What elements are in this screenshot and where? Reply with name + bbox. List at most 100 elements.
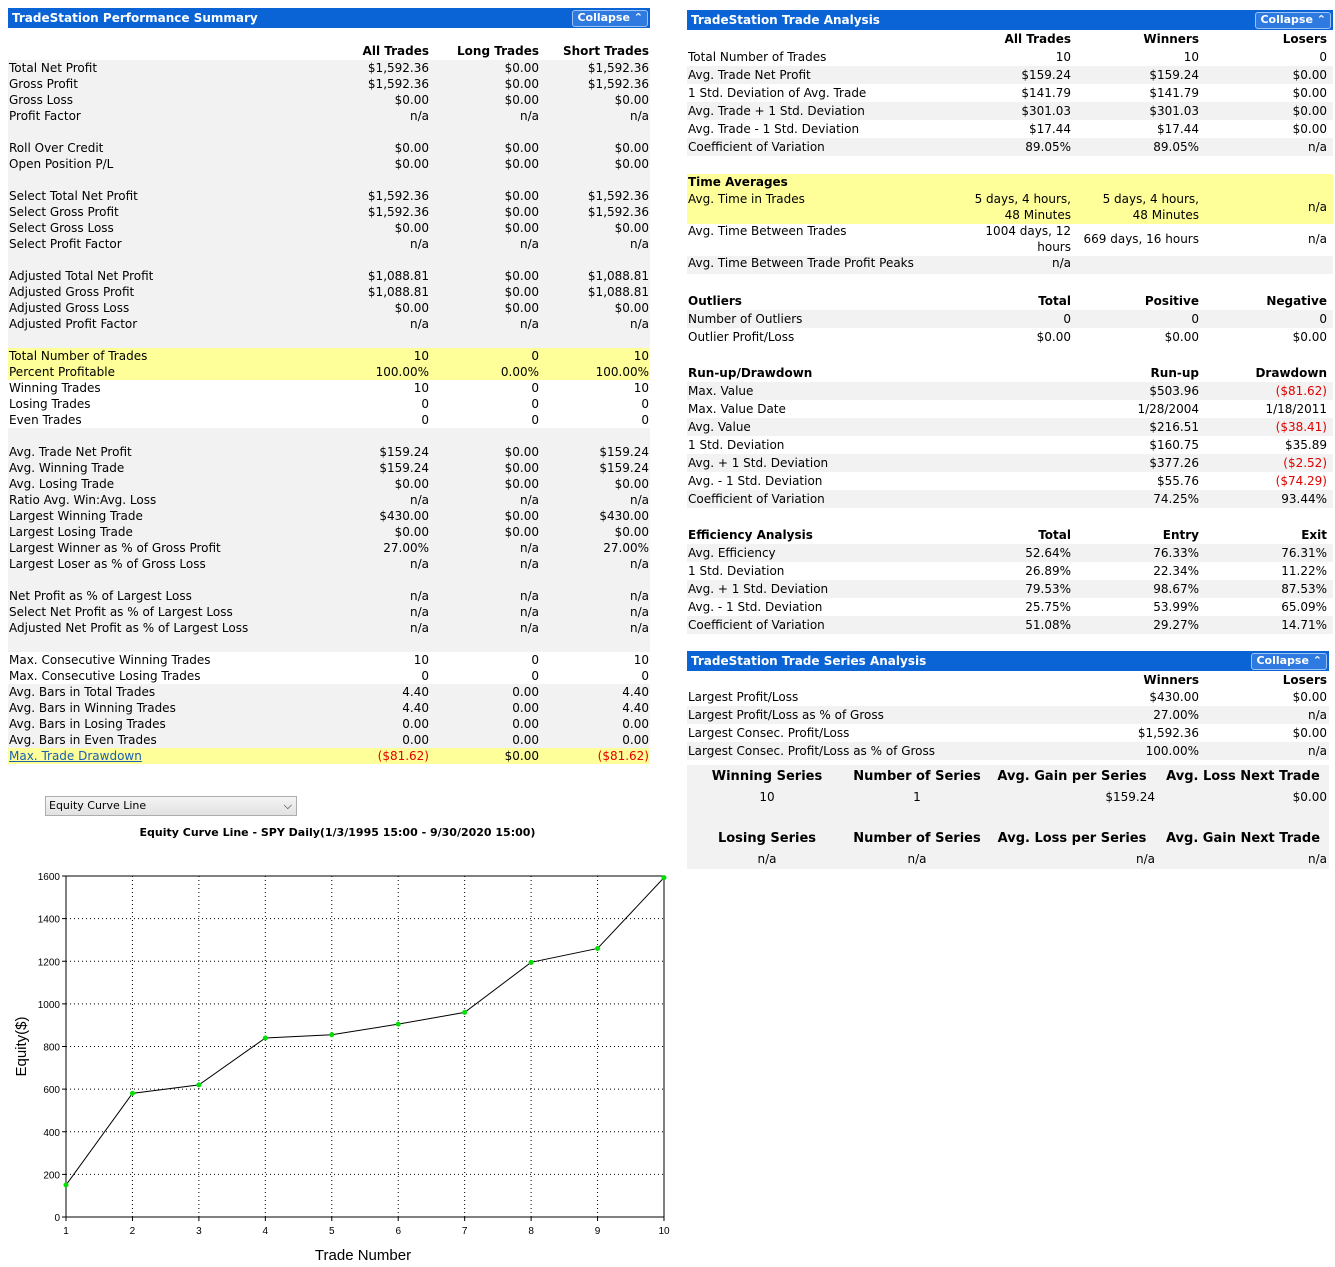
row-value: $141.79	[1021, 86, 1071, 100]
summary-row: Largest Loser as % of Gross Loss n/a n/a n/…	[8, 556, 650, 572]
row-value: ($2.52)	[1283, 456, 1327, 470]
efficiency-heading: Efficiency Analysis	[688, 528, 813, 542]
runup-row: Max. Value Date 1/28/2004 1/18/2011	[687, 400, 1333, 418]
row-label: Largest Consec. Profit/Loss as % of Gros…	[688, 744, 936, 758]
equity-point	[262, 1035, 268, 1041]
trade-analysis-row: Coefficient of Variation 89.05% 89.05% n/a	[687, 138, 1333, 156]
row-value: n/a	[519, 541, 539, 555]
efficiency-row: Avg. + 1 Std. Deviation 79.53% 98.67% 87.53…	[687, 580, 1333, 598]
trade-analysis-row: Avg. Trade - 1 Std. Deviation $17.44 $17.4…	[687, 120, 1333, 138]
column-header-long-trades: Long Trades	[457, 44, 539, 58]
time-between-trades-row: Avg. Time Between Trades 1004 days, 12 hou…	[687, 224, 1333, 256]
row-label: Avg. Trade Net Profit	[688, 68, 811, 82]
chart-type-select[interactable]: Equity Curve Line ⌵	[45, 796, 297, 816]
equity-line	[65, 877, 665, 1186]
row-value: 4.40	[402, 685, 429, 699]
row-spacer	[8, 572, 650, 588]
row-value: 10	[413, 653, 429, 667]
row-value: 4.40	[622, 685, 649, 699]
collapse-button[interactable]: Collapse ⌃	[572, 10, 648, 27]
row-value: 0	[421, 397, 429, 411]
row-value: 98.67%	[1153, 582, 1199, 596]
row-value: $0.00	[394, 477, 429, 491]
row-value: $0.00	[394, 221, 429, 235]
summary-row: Profit Factor n/a n/a n/a	[8, 108, 650, 124]
column-header-all-trades: All Trades	[362, 44, 429, 58]
row-value: n/a	[519, 605, 539, 619]
row-label: Avg. + 1 Std. Deviation	[688, 582, 829, 596]
row-value: $159.24	[379, 461, 429, 475]
trade-analysis-column-headers: All Trades Winners Losers	[687, 31, 1333, 47]
profit-peaks-row: Avg. Time Between Trade Profit Peaks n/a	[687, 256, 1333, 274]
collapse-button[interactable]: Collapse ⌃	[1251, 653, 1327, 670]
time-averages-section: Time Averages Avg. Time in Trades 5 days, …	[687, 174, 1333, 224]
row-label: Max. Value	[688, 384, 754, 398]
row-label: Avg. Trade + 1 Std. Deviation	[688, 104, 865, 118]
between-all: 1004 days, 12	[985, 224, 1071, 238]
row-value: 0	[531, 381, 539, 395]
row-label: Select Gross Profit	[9, 205, 119, 219]
series-value-cell: n/a	[1307, 852, 1327, 866]
row-value: n/a	[519, 493, 539, 507]
summary-row: Roll Over Credit $0.00 $0.00 $0.00	[8, 140, 650, 156]
runup-row: Avg. - 1 Std. Deviation $55.76 ($74.29)	[687, 472, 1333, 490]
row-value: $0.00	[504, 189, 539, 203]
row-value: 4.40	[402, 701, 429, 715]
row-label: Open Position P/L	[9, 157, 114, 171]
summary-row: Avg. Bars in Total Trades 4.40 0.00 4.40	[8, 684, 650, 700]
row-value: 0	[531, 653, 539, 667]
row-value: $0.00	[504, 141, 539, 155]
row-value: ($74.29)	[1275, 474, 1327, 488]
row-value: $0.00	[504, 221, 539, 235]
summary-row: Open Position P/L $0.00 $0.00 $0.00	[8, 156, 650, 172]
row-spacer	[8, 124, 650, 140]
summary-row: Max. Consecutive Losing Trades 0 0 0	[8, 668, 650, 684]
row-value: n/a	[519, 621, 539, 635]
row-value: $0.00	[1292, 330, 1327, 344]
row-value: n/a	[409, 557, 429, 571]
row-value: $0.00	[614, 301, 649, 315]
trade-analysis-panel: TradeStation Trade Analysis Collapse ⌃ A…	[687, 10, 1333, 635]
collapse-button[interactable]: Collapse ⌃	[1255, 12, 1331, 29]
row-value: 0	[1191, 312, 1199, 326]
row-value: n/a	[519, 109, 539, 123]
summary-row: Ratio Avg. Win:Avg. Loss n/a n/a n/a	[8, 492, 650, 508]
summary-row: Largest Winner as % of Gross Profit 27.00…	[8, 540, 650, 556]
row-value: $0.00	[614, 525, 649, 539]
efficiency-header: Efficiency Analysis Total Entry Exit	[687, 526, 1333, 544]
row-value: 76.33%	[1153, 546, 1199, 560]
row-value: 0.00	[512, 701, 539, 715]
row-value: $216.51	[1149, 420, 1199, 434]
summary-row: Max. Consecutive Winning Trades 10 0 10	[8, 652, 650, 668]
outliers-header: Outliers Total Positive Negative	[687, 292, 1333, 310]
row-value: 22.34%	[1153, 564, 1199, 578]
summary-row: Percent Profitable 100.00% 0.00% 100.00%	[8, 364, 650, 380]
column-header: Negative	[1266, 294, 1327, 308]
x-tick-label: 7	[462, 1226, 468, 1237]
row-label: Avg. Bars in Even Trades	[9, 733, 157, 747]
column-header: All Trades	[1004, 32, 1071, 46]
row-label: Largest Winner as % of Gross Profit	[9, 541, 221, 555]
row-value: 52.64%	[1025, 546, 1071, 560]
row-value: $17.44	[1157, 122, 1199, 136]
row-value: $0.00	[504, 525, 539, 539]
row-label: Select Profit Factor	[9, 237, 122, 251]
row-value: ($81.62)	[377, 749, 429, 763]
avg-time-all-2: 48 Minutes	[1004, 208, 1071, 222]
chevron-up-icon: ⌃	[633, 11, 643, 24]
column-header: Drawdown	[1255, 366, 1327, 380]
trade-analysis-header: TradeStation Trade Analysis Collapse ⌃	[687, 10, 1333, 30]
row-value: n/a	[629, 621, 649, 635]
row-value: 0	[641, 397, 649, 411]
row-label: Avg. Trade - 1 Std. Deviation	[688, 122, 860, 136]
row-value: 51.08%	[1025, 618, 1071, 632]
row-value: $0.00	[1292, 104, 1327, 118]
summary-row: Avg. Losing Trade $0.00 $0.00 $0.00	[8, 476, 650, 492]
row-label: Largest Consec. Profit/Loss	[688, 726, 850, 740]
series-win_values-row: 10 1 $159.24 $0.00	[687, 787, 1329, 807]
row-value: $301.03	[1021, 104, 1071, 118]
row-label: Avg. Winning Trade	[9, 461, 125, 475]
row-label: Net Profit as % of Largest Loss	[9, 589, 192, 603]
max-trade-drawdown-link[interactable]: Max. Trade Drawdown	[9, 749, 142, 763]
row-label: Adjusted Gross Loss	[9, 301, 130, 315]
